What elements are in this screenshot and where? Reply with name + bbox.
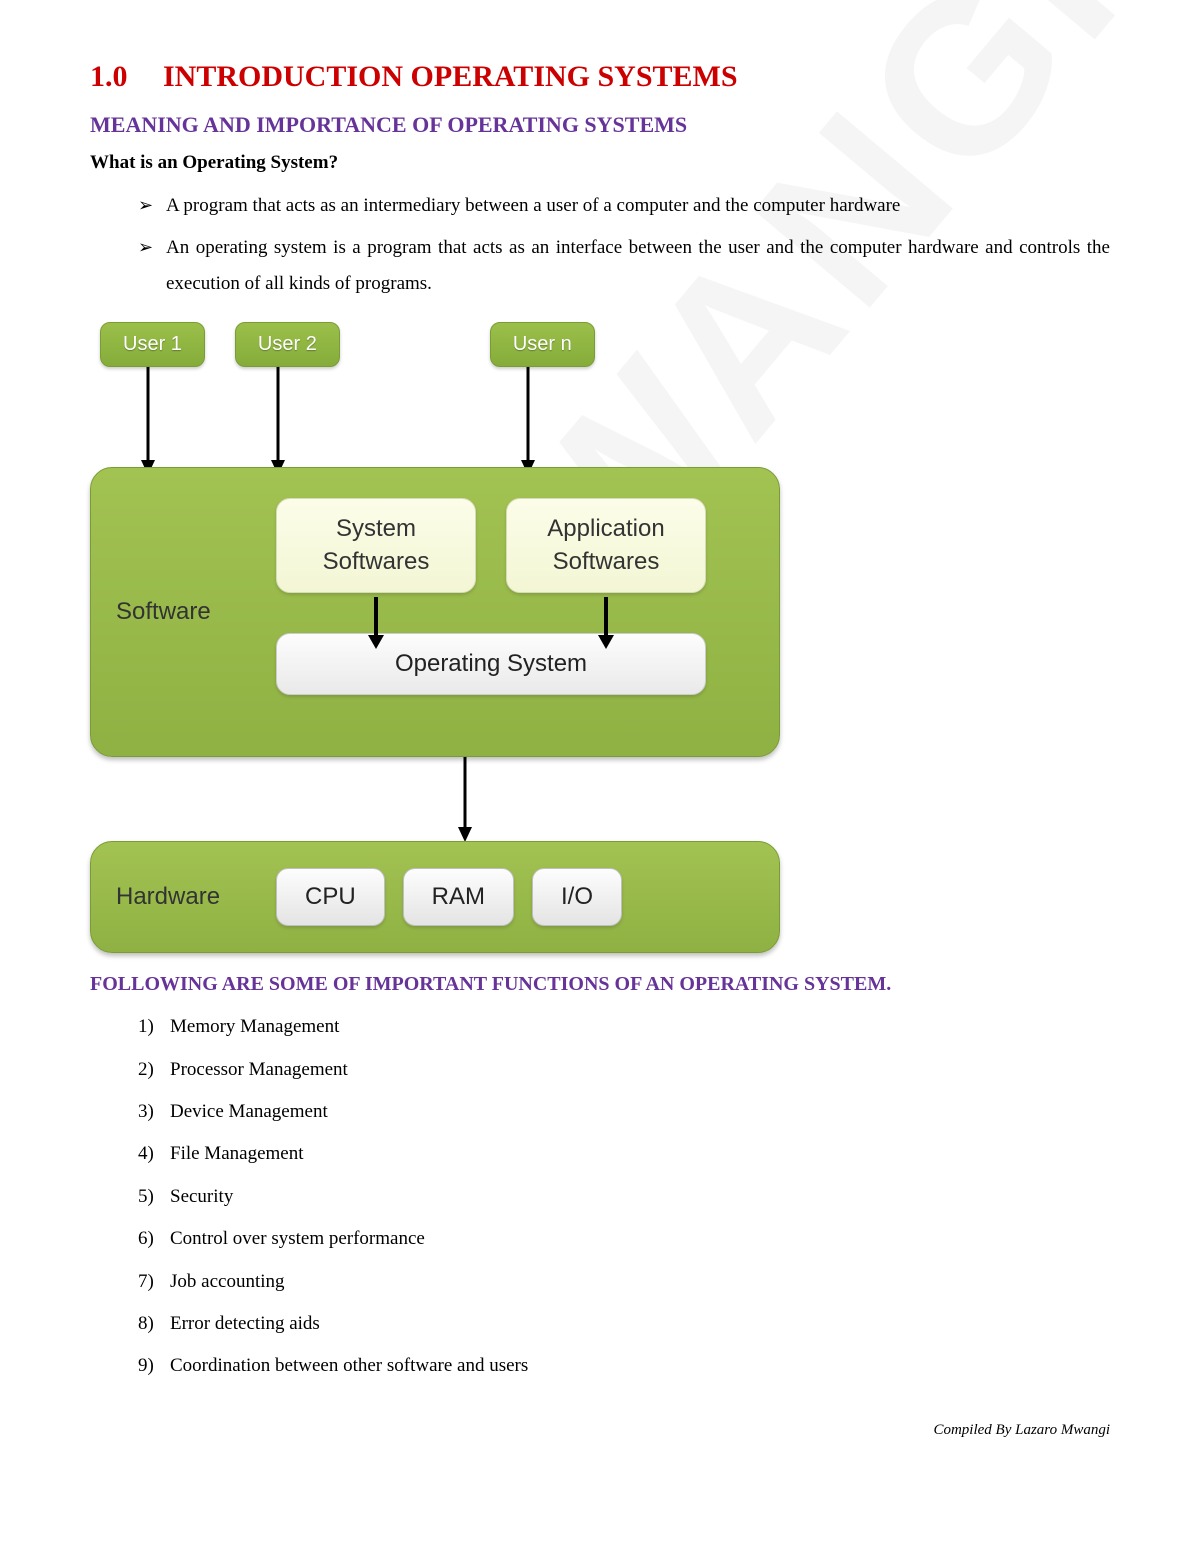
definition-bullets: A program that acts as an intermediary b…: [90, 188, 1110, 302]
arrow-icon: [518, 367, 538, 477]
user-node-n: User n: [490, 322, 595, 367]
heading-title: INTRODUCTION OPERATING SYSTEMS: [163, 60, 738, 93]
page-content: 1.0 INTRODUCTION OPERATING SYSTEMS MEANI…: [90, 60, 1110, 1439]
os-diagram: User 1 User 2 User n: [90, 322, 1110, 953]
system-softwares-node: System Softwares: [276, 498, 476, 593]
cpu-node: CPU: [276, 868, 385, 926]
function-item: File Management: [138, 1139, 1110, 1169]
io-node: I/O: [532, 868, 622, 926]
function-item: Control over system performance: [138, 1224, 1110, 1254]
arrow-icon: [366, 597, 386, 652]
operating-system-node: Operating System: [276, 633, 706, 695]
user-node-2: User 2: [235, 322, 340, 367]
arrow-icon: [268, 367, 288, 477]
functions-list: Memory Management Processor Management D…: [90, 1012, 1110, 1382]
arrow-icon: [596, 597, 616, 652]
subtitle: MEANING AND IMPORTANCE OF OPERATING SYST…: [90, 112, 1110, 138]
application-softwares-node: Application Softwares: [506, 498, 706, 593]
main-heading: 1.0 INTRODUCTION OPERATING SYSTEMS: [90, 60, 1110, 94]
heading-number: 1.0: [90, 60, 128, 94]
software-container: Software System Softwares Application So…: [90, 467, 780, 757]
software-label: Software: [116, 598, 211, 626]
function-item: Device Management: [138, 1097, 1110, 1127]
function-item: Error detecting aids: [138, 1309, 1110, 1339]
hardware-label: Hardware: [116, 883, 220, 911]
function-item: Coordination between other software and …: [138, 1351, 1110, 1381]
functions-heading: FOLLOWING ARE SOME OF IMPORTANT FUNCTION…: [90, 973, 1110, 996]
page-footer: Compiled By Lazaro Mwangi: [90, 1422, 1110, 1439]
question-heading: What is an Operating System?: [90, 152, 1110, 174]
hardware-container: Hardware CPU RAM I/O: [90, 841, 780, 953]
function-item: Processor Management: [138, 1055, 1110, 1085]
function-item: Memory Management: [138, 1012, 1110, 1042]
ram-node: RAM: [403, 868, 514, 926]
arrow-icon: [455, 757, 475, 845]
user-node-1: User 1: [100, 322, 205, 367]
bullet-item: A program that acts as an intermediary b…: [138, 188, 1110, 224]
function-item: Security: [138, 1182, 1110, 1212]
arrow-icon: [138, 367, 158, 477]
bullet-item: An operating system is a program that ac…: [138, 230, 1110, 302]
function-item: Job accounting: [138, 1267, 1110, 1297]
